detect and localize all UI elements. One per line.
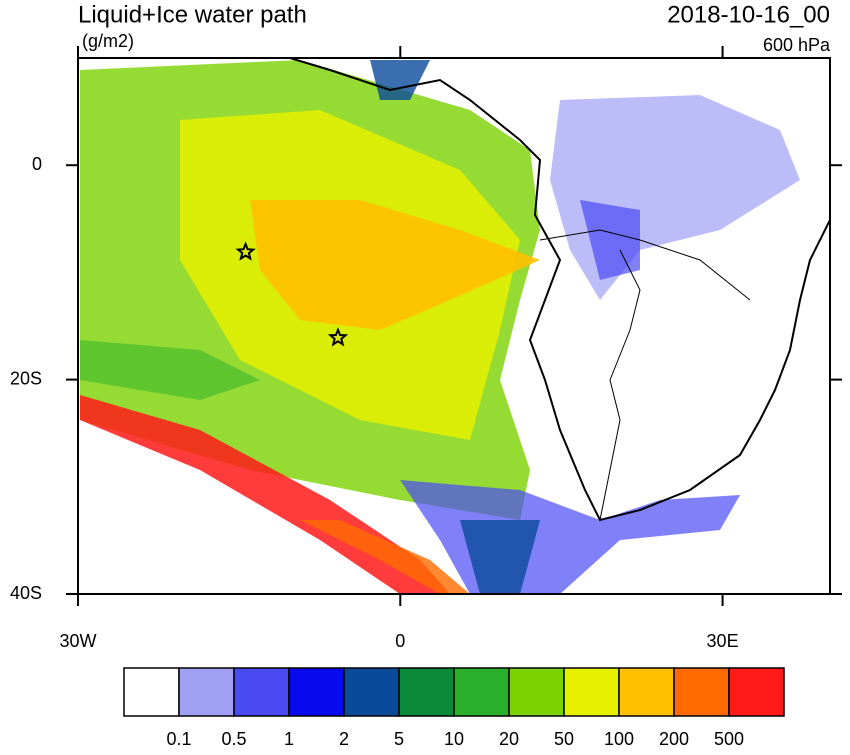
colorbar-box <box>178 667 235 717</box>
plot-frame <box>77 57 831 595</box>
colorbar-box <box>673 667 730 717</box>
colorbar-label: 0.1 <box>166 729 191 749</box>
x-tick-label: 30W <box>59 631 96 651</box>
colorbar-label: 100 <box>604 729 634 749</box>
colorbar-box <box>398 667 455 717</box>
colorbar-label: 1 <box>284 729 294 749</box>
colorbar-label: 500 <box>714 729 744 749</box>
colorbar-box <box>233 667 290 717</box>
y-tick-label: 40S <box>10 583 42 603</box>
field <box>78 58 830 594</box>
colorbar-box <box>508 667 565 717</box>
colorbar-box <box>343 667 400 717</box>
colorbar-label: 200 <box>659 729 689 749</box>
colorbar-label: 10 <box>444 729 464 749</box>
colorbar-label: 5 <box>394 729 404 749</box>
x-tick-label: 30E <box>707 631 739 651</box>
units: (g/m2) <box>82 31 134 51</box>
colorbar-label: 50 <box>554 729 574 749</box>
colorbar-box <box>288 667 345 717</box>
colorbar-label: 0.5 <box>221 729 246 749</box>
colorbar-box <box>618 667 675 717</box>
time: 2018-10-16_00 <box>667 1 830 28</box>
colorbar-label: 2 <box>339 729 349 749</box>
colorbar-box <box>123 667 180 717</box>
station-marker <box>235 241 256 261</box>
level: 600 hPa <box>763 35 831 55</box>
colorbar-box <box>563 667 620 717</box>
x-tick-label: 0 <box>395 631 405 651</box>
colorbar-box <box>453 667 510 717</box>
y-tick-label: 0 <box>32 154 42 174</box>
colorbar-box <box>728 667 785 717</box>
station-marker <box>327 327 349 347</box>
y-tick-label: 20S <box>10 368 42 388</box>
colorbar-label: 20 <box>499 729 519 749</box>
title: Liquid+Ice water path <box>78 1 307 28</box>
